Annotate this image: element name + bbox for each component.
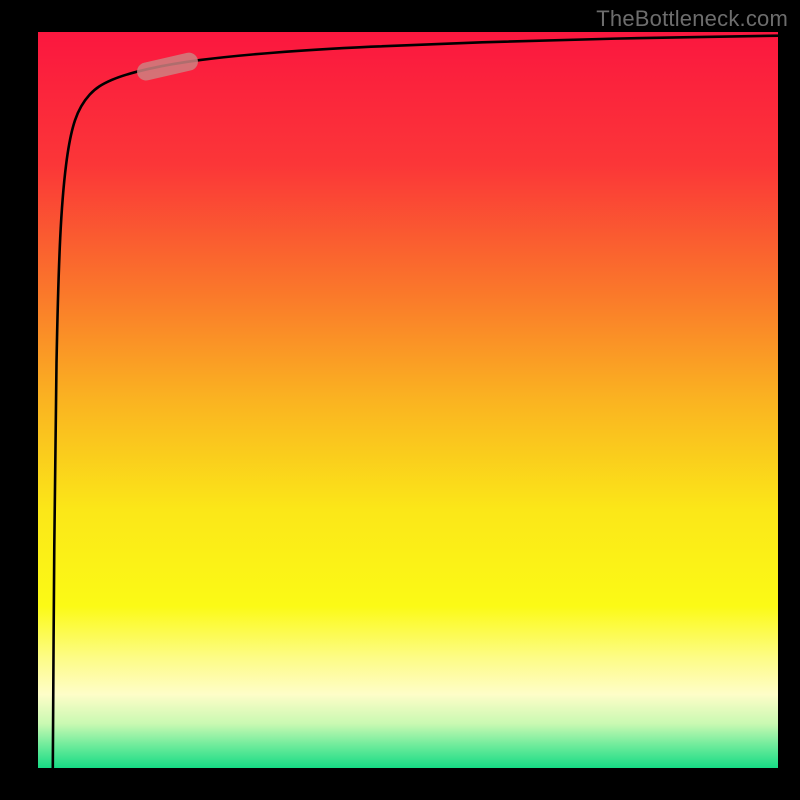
curve-layer (38, 32, 778, 768)
plot-area (38, 32, 778, 768)
bottleneck-curve (53, 36, 778, 768)
curve-highlight-marker (135, 51, 199, 82)
watermark-text: TheBottleneck.com (596, 6, 788, 32)
